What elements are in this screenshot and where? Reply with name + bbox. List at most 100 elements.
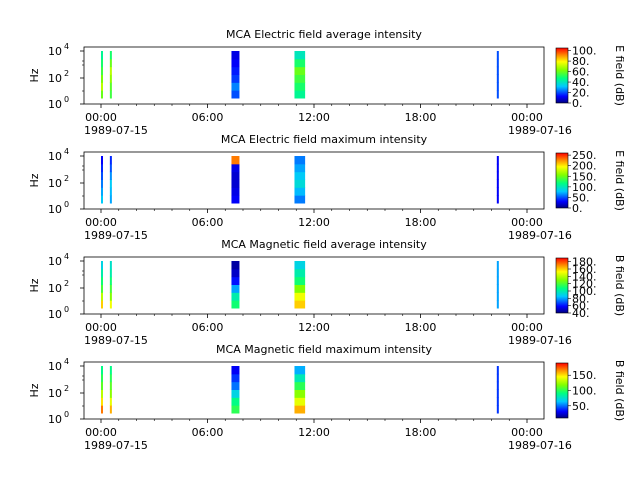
- data-cell: [496, 66, 499, 75]
- data-cell: [101, 366, 103, 375]
- data-cell: [496, 156, 499, 165]
- data-cell: [496, 284, 499, 293]
- data-cell: [231, 276, 240, 285]
- x-tick-label: 06:00: [192, 111, 224, 124]
- y-tick-label: 10: [48, 413, 62, 426]
- x-tick-label: 00:00: [85, 216, 117, 229]
- colorbar-tick-label: 100.: [572, 45, 597, 58]
- colorbar: [555, 257, 569, 314]
- plot-frame: [83, 46, 545, 105]
- data-cell: [294, 195, 306, 204]
- data-cell: [231, 82, 240, 91]
- colorbar-tick-label: 40.: [572, 307, 590, 320]
- colorbar-tick-label: 80.: [572, 55, 590, 68]
- data-cell: [496, 381, 499, 390]
- x-date-label: 1989-07-16: [508, 439, 572, 452]
- x-date-label: 1989-07-15: [84, 334, 148, 347]
- x-tick-label: 00:00: [85, 426, 117, 439]
- y-tick-exponent: 2: [64, 174, 69, 183]
- colorbar-tick-label: 120.: [572, 278, 597, 291]
- data-cell: [101, 195, 103, 204]
- plot-frame: [83, 151, 545, 210]
- x-tick-label: 12:00: [298, 426, 330, 439]
- data-cell: [109, 397, 112, 406]
- data-cell: [109, 373, 112, 383]
- y-tick-label: 10: [48, 387, 62, 400]
- data-cell: [109, 187, 112, 196]
- data-cell: [101, 405, 103, 414]
- data-cell: [294, 261, 306, 270]
- x-tick-label: 00:00: [511, 426, 543, 439]
- plot-frame: [83, 361, 545, 420]
- data-cell: [294, 284, 306, 293]
- colorbar-tick-label: 0.: [572, 97, 583, 110]
- colorbar: [555, 152, 569, 209]
- data-cell: [294, 366, 306, 375]
- data-cell: [496, 268, 499, 278]
- data-cell: [231, 195, 240, 204]
- data-cell: [294, 82, 306, 91]
- data-cell: [101, 292, 103, 301]
- colorbar-tick-label: 80.: [572, 292, 590, 305]
- data-cell: [109, 171, 112, 180]
- data-cell: [496, 373, 499, 383]
- data-cell: [109, 292, 112, 301]
- colorbar-label: B field (dB): [613, 360, 626, 421]
- data-cell: [231, 373, 240, 383]
- chart-title: MCA Electric field average intensity: [226, 28, 422, 41]
- y-tick-exponent: 2: [64, 384, 69, 393]
- data-cell: [231, 292, 240, 301]
- data-cell: [109, 51, 112, 60]
- data-cell: [294, 405, 306, 414]
- data-cell: [294, 156, 306, 165]
- data-cell: [231, 366, 240, 375]
- x-tick-label: 12:00: [298, 111, 330, 124]
- data-cell: [496, 366, 499, 375]
- colorbar-label: B field (dB): [613, 255, 626, 316]
- data-cell: [231, 187, 240, 196]
- data-cell: [101, 179, 103, 188]
- data-cell: [109, 90, 112, 99]
- colorbar-tick-label: 50.: [572, 400, 590, 413]
- data-cell: [231, 284, 240, 293]
- colorbar-tick-label: 250.: [572, 149, 597, 162]
- data-cell: [101, 300, 103, 309]
- data-cell: [496, 292, 499, 301]
- colorbar-tick-label: 160.: [572, 263, 597, 276]
- y-tick-exponent: 0: [64, 95, 69, 104]
- data-cell: [101, 51, 103, 60]
- data-cell: [294, 58, 306, 68]
- data-cell: [101, 171, 103, 180]
- data-cell: [294, 163, 306, 173]
- data-cell: [231, 58, 240, 68]
- data-cell: [294, 397, 306, 406]
- data-cell: [231, 179, 240, 188]
- data-cell: [109, 261, 112, 270]
- y-tick-label: 10: [48, 72, 62, 85]
- chart-title: MCA Magnetic field maximum intensity: [216, 343, 432, 356]
- data-cell: [231, 268, 240, 278]
- data-cell: [109, 58, 112, 68]
- data-cell: [109, 66, 112, 75]
- data-cell: [109, 300, 112, 309]
- data-cell: [294, 389, 306, 398]
- data-cell: [294, 276, 306, 285]
- x-tick-label: 06:00: [192, 426, 224, 439]
- data-cell: [101, 82, 103, 91]
- data-cell: [109, 381, 112, 390]
- data-cell: [231, 74, 240, 83]
- x-tick-label: 12:00: [298, 216, 330, 229]
- y-tick-label: 10: [48, 98, 62, 111]
- y-axis-label: Hz: [28, 173, 41, 187]
- data-cell: [109, 163, 112, 173]
- data-cell: [101, 74, 103, 83]
- x-tick-label: 00:00: [85, 111, 117, 124]
- data-cell: [101, 397, 103, 406]
- colorbar: [555, 47, 569, 104]
- x-tick-label: 06:00: [192, 216, 224, 229]
- data-cell: [294, 179, 306, 188]
- data-cell: [294, 268, 306, 278]
